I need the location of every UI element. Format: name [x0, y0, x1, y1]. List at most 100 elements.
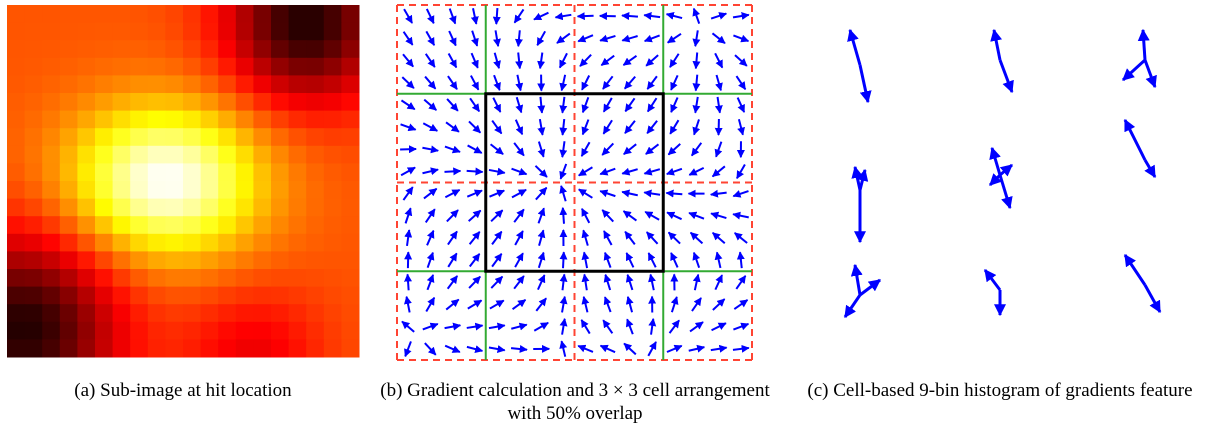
gradient-arrow: [445, 190, 459, 197]
gradient-arrow: [628, 297, 632, 312]
pixel: [289, 5, 307, 23]
pixel: [236, 199, 254, 217]
pixel: [130, 93, 148, 111]
pixel: [218, 5, 236, 23]
pixel: [113, 40, 131, 58]
pixel: [113, 93, 131, 111]
gradient-arrow: [444, 171, 460, 172]
gradient-arrow: [737, 164, 745, 178]
gradient-arrow: [584, 252, 587, 268]
pixel: [183, 146, 201, 164]
pixel: [253, 5, 271, 23]
gradient-arrow: [538, 208, 543, 223]
gradient-arrow: [447, 210, 458, 221]
pixel: [183, 199, 201, 217]
gradient-arrow: [539, 230, 543, 245]
pixel: [165, 322, 183, 340]
pixel: [60, 93, 78, 111]
pixel: [77, 234, 95, 252]
pixel: [183, 269, 201, 287]
pixel: [201, 181, 219, 199]
gradient-arrow: [647, 76, 657, 89]
pixel: [341, 234, 359, 252]
gradient-arrow: [580, 55, 591, 67]
pixel: [236, 93, 254, 111]
gradient-arrow: [423, 324, 438, 330]
gradient-arrow: [711, 193, 727, 195]
pixel: [25, 304, 43, 322]
pixel: [77, 40, 95, 58]
gradient-arrow: [605, 275, 610, 290]
pixel: [324, 5, 342, 23]
pixel: [7, 251, 25, 269]
pixel: [218, 58, 236, 76]
pixel: [271, 23, 289, 41]
pixel: [95, 128, 113, 146]
gradient-arrow: [605, 253, 611, 268]
pixel: [95, 181, 113, 199]
gradient-arrow: [736, 276, 745, 289]
gradient-arrow: [470, 232, 480, 244]
pixel: [130, 339, 148, 357]
pixel: [25, 111, 43, 129]
gradient-arrow: [622, 36, 637, 41]
pixel: [25, 339, 43, 357]
gradient-arrow: [715, 275, 722, 290]
gradient-arrow: [600, 36, 615, 41]
pixel: [130, 304, 148, 322]
gradient-arrow: [401, 100, 414, 109]
gradient-arrow: [625, 98, 634, 111]
gradient-arrow: [696, 52, 697, 68]
pixel: [60, 322, 78, 340]
pixel: [306, 111, 324, 129]
gradient-arrow: [472, 53, 478, 68]
pixel: [7, 216, 25, 234]
gradient-arrow: [579, 167, 593, 175]
gradient-arrow: [647, 232, 658, 244]
pixel: [42, 128, 60, 146]
pixel: [289, 93, 307, 111]
pixel: [218, 269, 236, 287]
histogram-glyphs: [845, 30, 1160, 317]
pixel: [201, 146, 219, 164]
pixel: [253, 181, 271, 199]
pixel: [165, 287, 183, 305]
histogram-arrow: [1125, 120, 1145, 160]
gradient-arrow: [537, 31, 545, 45]
pixel: [42, 269, 60, 287]
pixel: [201, 322, 219, 340]
gradient-arrow: [668, 144, 680, 155]
pixel: [130, 23, 148, 41]
gradient-arrow: [605, 297, 611, 312]
gradient-arrow: [584, 274, 586, 290]
gradient-arrow: [449, 31, 456, 46]
pixel: [95, 216, 113, 234]
gradient-arrow: [647, 121, 657, 134]
gradient-arrow: [695, 97, 697, 113]
pixel: [289, 287, 307, 305]
pixel: [60, 58, 78, 76]
gradient-arrow: [427, 275, 433, 290]
pixel: [306, 234, 324, 252]
pixel: [113, 111, 131, 129]
pixel: [60, 234, 78, 252]
gradient-arrow: [512, 190, 526, 198]
gradient-arrow: [447, 99, 458, 111]
pixel: [113, 216, 131, 234]
caption-b: (b) Gradient calculation and 3 × 3 cell …: [380, 379, 770, 425]
pixel: [60, 339, 78, 357]
pixel: [95, 75, 113, 93]
pixel: [113, 199, 131, 217]
gradient-arrow: [562, 274, 564, 290]
pixel: [95, 111, 113, 129]
pixel: [271, 163, 289, 181]
gradient-arrow: [736, 76, 745, 89]
pixel: [324, 111, 342, 129]
gradient-arrow: [735, 55, 747, 66]
gradient-arrow: [562, 297, 565, 313]
gradient-arrow: [470, 98, 479, 111]
figure-panels: [0, 0, 1213, 380]
pixel: [148, 322, 166, 340]
gradient-arrow: [491, 210, 503, 221]
pixel: [271, 322, 289, 340]
